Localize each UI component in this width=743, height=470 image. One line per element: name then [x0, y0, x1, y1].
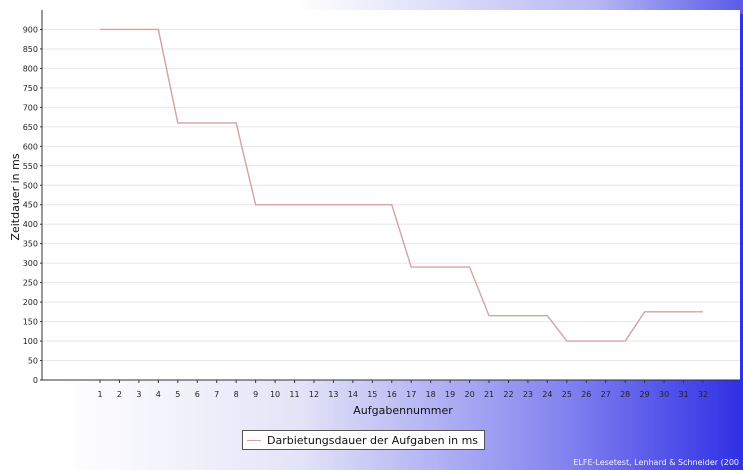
y-tick-label: 550	[23, 162, 38, 171]
x-tick-label: 4	[156, 390, 161, 399]
y-tick-label: 200	[23, 298, 38, 307]
x-tick-label: 24	[542, 390, 552, 399]
x-tick-label: 28	[620, 390, 630, 399]
x-tick-label: 29	[640, 390, 650, 399]
x-tick-label: 23	[523, 390, 533, 399]
x-axis-title: Aufgabennummer	[353, 404, 453, 417]
credit-text: ELFE-Lesetest, Lenhard & Schneider (200	[573, 458, 739, 467]
series-line	[100, 28, 703, 342]
legend-swatch	[247, 439, 261, 441]
y-tick-label: 600	[23, 142, 38, 151]
series-group	[100, 28, 703, 342]
y-tick-label: 300	[23, 259, 38, 268]
x-tick-label: 5	[175, 390, 180, 399]
x-tick-label: 8	[234, 390, 239, 399]
y-axis-title: Zeitdauer in ms	[9, 153, 22, 240]
y-tick-label: 350	[23, 240, 38, 249]
x-tick-label: 27	[601, 390, 611, 399]
y-tick-label: 900	[23, 25, 38, 34]
x-tick-label: 11	[289, 390, 299, 399]
y-tick-label: 250	[23, 279, 38, 288]
x-tick-label: 6	[195, 390, 200, 399]
x-tick-label: 25	[562, 390, 572, 399]
y-tick-label: 500	[23, 181, 38, 190]
x-tick-label: 26	[581, 390, 591, 399]
x-tick-label: 32	[698, 390, 708, 399]
y-tick-labels: 0 50 100 150 200 250 300 350 400 450 500 550 600 650 7…	[23, 25, 42, 385]
x-tick-labels: 1 2 3 4 5 6 7 8 9 10 11 12 13 14 15 16 17 18 19 20 21 22 23 24 2…	[97, 380, 708, 399]
y-tick-label: 450	[23, 201, 38, 210]
y-tick-label: 800	[23, 64, 38, 73]
x-tick-label: 30	[659, 390, 669, 399]
x-tick-label: 12	[309, 390, 319, 399]
y-tick-label: 400	[23, 220, 38, 229]
x-tick-label: 1	[97, 390, 102, 399]
y-tick-label: 50	[28, 357, 38, 366]
x-tick-label: 2	[117, 390, 122, 399]
y-tick-label: 0	[33, 376, 38, 385]
x-tick-label: 3	[136, 390, 141, 399]
plot-area	[42, 10, 740, 380]
x-tick-label: 17	[406, 390, 416, 399]
y-tick-label: 150	[23, 318, 38, 327]
y-tick-label: 700	[23, 103, 38, 112]
x-tick-label: 13	[328, 390, 338, 399]
y-tick-label: 650	[23, 123, 38, 132]
x-tick-label: 15	[367, 390, 377, 399]
y-tick-label: 100	[23, 337, 38, 346]
y-tick-label: 850	[23, 45, 38, 54]
x-tick-label: 16	[387, 390, 397, 399]
x-tick-label: 14	[348, 390, 358, 399]
x-tick-label: 22	[503, 390, 513, 399]
legend: Darbietungsdauer der Aufgaben in ms	[242, 430, 486, 450]
x-tick-label: 31	[678, 390, 688, 399]
x-tick-label: 9	[253, 390, 258, 399]
y-tick-label: 750	[23, 84, 38, 93]
x-tick-label: 7	[214, 390, 219, 399]
x-tick-label: 18	[426, 390, 436, 399]
legend-label: Darbietungsdauer der Aufgaben in ms	[267, 433, 479, 447]
x-tick-label: 21	[484, 390, 494, 399]
x-tick-label: 19	[445, 390, 455, 399]
x-tick-label: 20	[464, 390, 474, 399]
x-tick-label: 10	[270, 390, 280, 399]
